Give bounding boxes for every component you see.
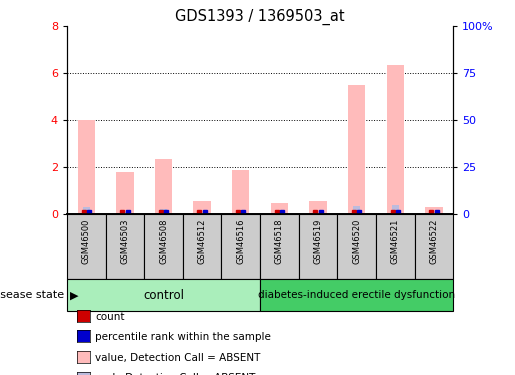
- Bar: [155, 159, 172, 214]
- Bar: [237, 210, 244, 214]
- Bar: [387, 65, 404, 214]
- Bar: [310, 201, 327, 214]
- Bar: [144, 214, 183, 279]
- Text: percentile rank within the sample: percentile rank within the sample: [95, 332, 271, 342]
- Bar: [221, 214, 260, 279]
- Text: GSM46508: GSM46508: [159, 219, 168, 264]
- Bar: [183, 214, 221, 279]
- Text: ▶: ▶: [70, 290, 78, 300]
- Text: disease state: disease state: [0, 290, 64, 300]
- Bar: [392, 205, 399, 214]
- Bar: [276, 213, 283, 214]
- Bar: [337, 214, 376, 279]
- Text: GSM46522: GSM46522: [430, 219, 438, 264]
- Text: control: control: [143, 289, 184, 302]
- Text: GSM46516: GSM46516: [236, 219, 245, 264]
- Title: GDS1393 / 1369503_at: GDS1393 / 1369503_at: [175, 9, 345, 25]
- Text: GSM46520: GSM46520: [352, 219, 361, 264]
- Bar: [83, 207, 90, 214]
- Bar: [232, 170, 249, 214]
- Bar: [271, 203, 288, 214]
- Bar: [415, 214, 453, 279]
- Bar: [260, 279, 453, 311]
- Bar: [425, 207, 442, 214]
- Bar: [194, 201, 211, 214]
- Bar: [353, 206, 360, 214]
- Bar: [160, 209, 167, 214]
- Bar: [67, 279, 260, 311]
- Text: value, Detection Call = ABSENT: value, Detection Call = ABSENT: [95, 353, 261, 363]
- Bar: [106, 214, 144, 279]
- Text: GSM46503: GSM46503: [121, 219, 129, 264]
- Bar: [199, 213, 205, 214]
- Bar: [431, 213, 437, 214]
- Text: GSM46518: GSM46518: [275, 219, 284, 264]
- Bar: [122, 212, 128, 214]
- Bar: [348, 85, 365, 214]
- Text: rank, Detection Call = ABSENT: rank, Detection Call = ABSENT: [95, 374, 255, 375]
- Bar: [78, 120, 95, 214]
- Bar: [315, 213, 321, 214]
- Text: GSM46500: GSM46500: [82, 219, 91, 264]
- Bar: [67, 214, 106, 279]
- Bar: [299, 214, 337, 279]
- Text: GSM46519: GSM46519: [314, 219, 322, 264]
- Text: GSM46512: GSM46512: [198, 219, 207, 264]
- Bar: [116, 171, 133, 214]
- Text: GSM46521: GSM46521: [391, 219, 400, 264]
- Bar: [260, 214, 299, 279]
- Bar: [376, 214, 415, 279]
- Text: count: count: [95, 312, 125, 321]
- Text: diabetes-induced erectile dysfunction: diabetes-induced erectile dysfunction: [258, 290, 455, 300]
